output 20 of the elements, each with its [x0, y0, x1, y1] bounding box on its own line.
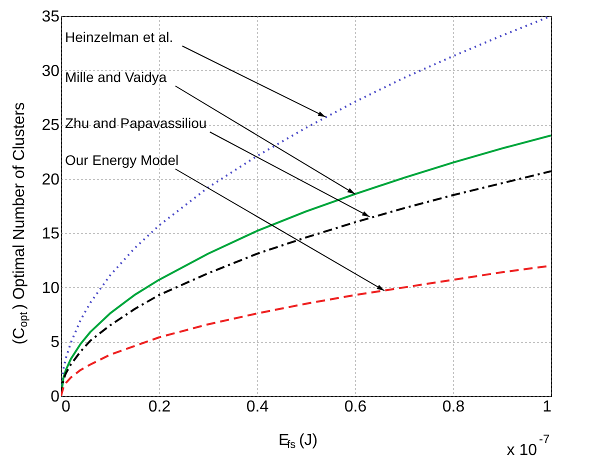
y-tick-label: 5	[50, 334, 60, 352]
y-tick-label: 15	[42, 226, 60, 243]
y-tick-label: 25	[42, 117, 60, 134]
line-series	[61, 16, 551, 396]
y-tick-label: 20	[42, 171, 60, 188]
y-axis-title: (Copt) Optimal Number of Clusters	[11, 102, 30, 345]
x-tick-label: 0.8	[442, 398, 465, 416]
y-tick-label: 30	[42, 62, 60, 80]
x-tick-label: 0.4	[246, 398, 269, 416]
annotation: Our Energy Model	[65, 152, 179, 168]
x-tick-label: 0	[62, 398, 70, 416]
x-tick-label: 0.6	[344, 398, 367, 416]
y-tick-label: 35	[42, 8, 60, 26]
x-tick-label: 1	[542, 398, 552, 416]
annotation: Zhu and Papavassiliou	[65, 115, 207, 131]
y-tick-label: 10	[42, 280, 60, 297]
annotation: Mille and Vaidya	[65, 69, 167, 85]
text: x 10-7	[506, 432, 550, 459]
annotation: Heinzelman et al.	[65, 29, 174, 45]
x-tick-label: 0.2	[148, 398, 171, 416]
